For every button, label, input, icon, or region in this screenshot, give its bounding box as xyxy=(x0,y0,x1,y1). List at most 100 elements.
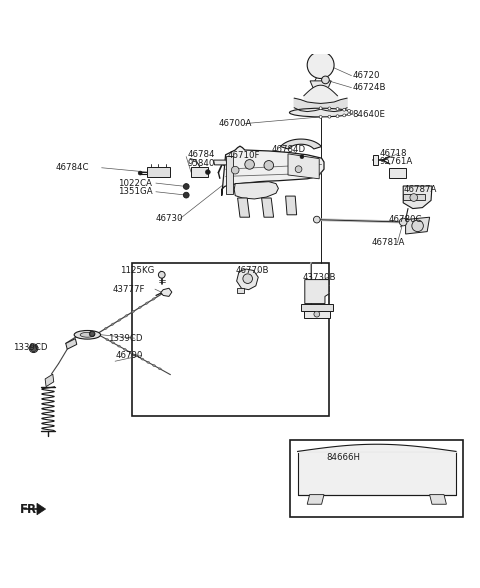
Circle shape xyxy=(138,171,142,175)
Circle shape xyxy=(300,155,304,159)
Circle shape xyxy=(336,115,339,118)
Polygon shape xyxy=(238,198,250,217)
Circle shape xyxy=(350,111,353,113)
Circle shape xyxy=(343,114,346,117)
Ellipse shape xyxy=(147,362,150,363)
Ellipse shape xyxy=(141,358,144,360)
Text: 43730B: 43730B xyxy=(302,273,336,282)
Polygon shape xyxy=(288,154,319,179)
Text: 46784C: 46784C xyxy=(55,163,89,172)
Polygon shape xyxy=(430,495,446,505)
Circle shape xyxy=(183,183,189,189)
Ellipse shape xyxy=(132,310,134,313)
Polygon shape xyxy=(237,288,244,293)
Polygon shape xyxy=(66,339,77,349)
Text: 1022CA: 1022CA xyxy=(118,179,152,188)
Circle shape xyxy=(410,193,418,201)
Polygon shape xyxy=(280,139,322,149)
Circle shape xyxy=(319,115,322,118)
Text: 46784: 46784 xyxy=(187,151,215,159)
Polygon shape xyxy=(294,98,347,112)
Ellipse shape xyxy=(74,330,101,339)
Text: 46710F: 46710F xyxy=(228,151,261,160)
Text: 46784D: 46784D xyxy=(271,145,305,155)
Polygon shape xyxy=(222,146,324,196)
Polygon shape xyxy=(237,269,258,290)
Polygon shape xyxy=(310,81,331,88)
Text: 1339CD: 1339CD xyxy=(108,333,143,343)
Ellipse shape xyxy=(80,332,95,337)
Ellipse shape xyxy=(158,368,161,370)
Text: 95761A: 95761A xyxy=(379,158,412,166)
Circle shape xyxy=(350,112,353,115)
Polygon shape xyxy=(161,288,172,296)
Circle shape xyxy=(348,113,350,116)
Polygon shape xyxy=(191,167,208,178)
Circle shape xyxy=(343,108,346,111)
Ellipse shape xyxy=(138,306,142,309)
Ellipse shape xyxy=(112,342,115,344)
Polygon shape xyxy=(406,217,430,234)
Circle shape xyxy=(348,109,350,112)
Text: FR.: FR. xyxy=(20,503,42,516)
Text: 46780C: 46780C xyxy=(389,215,422,224)
Ellipse shape xyxy=(118,319,121,321)
Ellipse shape xyxy=(145,302,148,305)
Ellipse shape xyxy=(111,323,114,326)
Ellipse shape xyxy=(125,315,128,317)
Circle shape xyxy=(295,166,302,172)
Circle shape xyxy=(328,107,331,110)
Text: 46730: 46730 xyxy=(156,214,183,223)
Text: 95840: 95840 xyxy=(187,159,215,168)
Circle shape xyxy=(313,216,320,223)
Polygon shape xyxy=(286,196,297,215)
Ellipse shape xyxy=(118,345,120,347)
Circle shape xyxy=(264,161,274,170)
Text: 1125KG: 1125KG xyxy=(120,266,155,275)
Circle shape xyxy=(158,272,165,278)
Polygon shape xyxy=(262,198,274,217)
Circle shape xyxy=(399,218,407,226)
Text: 46770B: 46770B xyxy=(235,266,269,275)
Polygon shape xyxy=(389,168,406,178)
Polygon shape xyxy=(234,182,278,199)
Circle shape xyxy=(412,220,423,232)
Text: 1339CD: 1339CD xyxy=(13,343,48,352)
Polygon shape xyxy=(304,311,330,318)
Polygon shape xyxy=(226,156,233,194)
Text: 46700A: 46700A xyxy=(218,119,252,128)
Circle shape xyxy=(328,115,331,118)
Polygon shape xyxy=(403,194,425,201)
Polygon shape xyxy=(214,160,227,165)
Circle shape xyxy=(231,166,239,174)
Text: 46724B: 46724B xyxy=(353,83,386,92)
Text: 43777F: 43777F xyxy=(113,285,145,293)
Circle shape xyxy=(336,108,339,111)
Polygon shape xyxy=(37,503,46,515)
Polygon shape xyxy=(301,303,333,311)
Circle shape xyxy=(307,52,334,78)
Bar xyxy=(298,452,456,495)
Ellipse shape xyxy=(104,327,107,330)
Bar xyxy=(290,440,463,517)
Text: 1351GA: 1351GA xyxy=(118,187,152,196)
Bar xyxy=(132,263,329,416)
Ellipse shape xyxy=(129,352,132,353)
Ellipse shape xyxy=(289,108,352,117)
Text: 84666H: 84666H xyxy=(326,453,360,462)
Ellipse shape xyxy=(123,348,126,350)
Ellipse shape xyxy=(135,355,138,357)
Text: 84640E: 84640E xyxy=(353,110,386,119)
Circle shape xyxy=(30,345,37,352)
Circle shape xyxy=(245,159,254,169)
Circle shape xyxy=(314,311,320,317)
Circle shape xyxy=(322,76,329,83)
Ellipse shape xyxy=(153,365,156,366)
Polygon shape xyxy=(403,186,432,209)
Circle shape xyxy=(90,332,95,336)
Ellipse shape xyxy=(152,298,155,300)
Text: 46787A: 46787A xyxy=(403,185,437,194)
Polygon shape xyxy=(45,374,54,387)
Circle shape xyxy=(183,192,189,198)
Circle shape xyxy=(243,274,252,283)
